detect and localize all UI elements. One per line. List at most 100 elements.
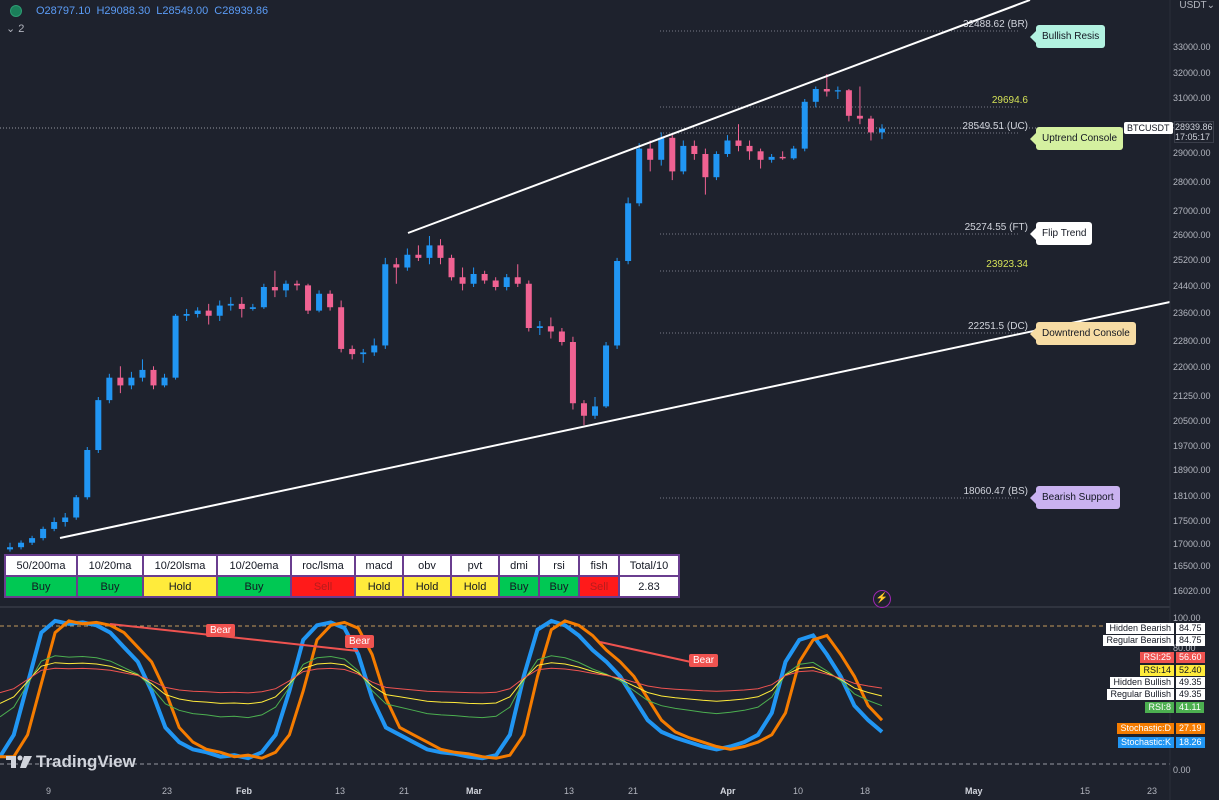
- candle-body: [459, 277, 466, 284]
- bear-label: Bear: [689, 654, 719, 667]
- oscillator-legend-value: 27.19: [1176, 723, 1205, 734]
- level-label: 22251.5 (DC): [967, 321, 1028, 332]
- signal-header-cell: obv: [402, 554, 452, 577]
- candle-body: [227, 303, 234, 306]
- price-axis-label: 32000.00: [1173, 68, 1211, 78]
- candle-body: [536, 326, 543, 328]
- oscillator-legend-name: RSI:14: [1140, 665, 1174, 676]
- price-axis-label: 26000.00: [1173, 230, 1211, 240]
- candle-body: [481, 274, 488, 281]
- time-axis-label: 10: [793, 786, 804, 796]
- time-axis-label: 13: [335, 786, 346, 796]
- signal-value-cell: Hold: [142, 575, 218, 598]
- candle-body: [658, 137, 665, 160]
- candle-body: [592, 406, 599, 416]
- tradingview-brand-text: TradingView: [36, 752, 136, 771]
- candle-body: [547, 326, 554, 332]
- signal-value-cell: Buy: [216, 575, 292, 598]
- candle-body: [503, 277, 510, 287]
- price-axis-label: 24400.00: [1173, 281, 1211, 291]
- upper-trendline[interactable]: [407, 0, 1031, 234]
- time-axis-label: 18: [860, 786, 871, 796]
- signal-header-cell: 50/200ma: [4, 554, 78, 577]
- open-value: O28797.10: [36, 5, 91, 17]
- candle-body: [647, 148, 654, 160]
- signal-value-cell: Sell: [290, 575, 356, 598]
- candle-body: [117, 377, 124, 386]
- candle-body: [360, 352, 367, 355]
- signal-table-header-row: 50/200ma 10/20ma 10/20lsma 10/20ema roc/lsma…: [4, 554, 680, 577]
- level-label: 18060.47 (BS): [963, 486, 1029, 497]
- rsi14-line: [0, 662, 883, 705]
- price-axis-label: 31000.00: [1173, 93, 1211, 103]
- candle-body: [614, 261, 621, 346]
- chevron-down-icon: ⌄: [1206, 0, 1215, 11]
- oscillator-legend-name: Hidden Bullish: [1110, 677, 1174, 688]
- candle-body: [150, 369, 157, 386]
- level-tag: Uptrend Console: [1036, 127, 1124, 150]
- candle-body: [216, 305, 223, 316]
- tradingview-logo-icon: [6, 755, 32, 768]
- candle-body: [713, 154, 720, 178]
- signal-header-cell: 10/20lsma: [142, 554, 218, 577]
- oscillator-legend-value: 49.35: [1176, 689, 1205, 700]
- oscillator-legend-name: Stochastic:K: [1117, 737, 1174, 748]
- time-axis-label: 21: [399, 786, 410, 796]
- price-axis-label: 28000.00: [1173, 177, 1211, 187]
- tradingview-logo[interactable]: TradingView: [6, 752, 136, 772]
- lower-trendline[interactable]: [59, 301, 1171, 539]
- candle-body: [84, 450, 91, 498]
- candle-body: [338, 307, 345, 349]
- candle-body: [580, 403, 587, 416]
- oscillator-axis-label: 100.00: [1173, 613, 1201, 623]
- level-tag: Flip Trend: [1036, 222, 1093, 245]
- oscillator-legend-value: 49.35: [1176, 677, 1205, 688]
- candle-body: [51, 522, 58, 529]
- candle-body: [790, 148, 797, 159]
- price-axis-label: 22800.00: [1173, 336, 1211, 346]
- candle-body: [625, 203, 632, 261]
- candle-body: [172, 315, 179, 378]
- candle-body: [238, 303, 245, 309]
- candle-body: [879, 128, 885, 133]
- candle-body: [724, 140, 731, 154]
- oscillator-legend-value: 84.75: [1176, 623, 1205, 634]
- oscillator-pane: [0, 618, 1170, 765]
- candle-body: [382, 264, 389, 346]
- currency-selector[interactable]: USDT⌄: [1179, 0, 1215, 11]
- candle-body: [62, 517, 69, 522]
- candle-body: [823, 89, 830, 92]
- oscillator-legend-name: RSI:25: [1140, 652, 1174, 663]
- candle-body: [636, 148, 643, 204]
- candle-body: [558, 331, 565, 342]
- candle-body: [470, 274, 477, 284]
- signal-value-cell: Sell: [578, 575, 620, 598]
- signal-value-cell: Hold: [402, 575, 452, 598]
- time-axis-label: Mar: [466, 786, 483, 796]
- time-axis-label: 23: [162, 786, 173, 796]
- price-axis-label: 25200.00: [1173, 255, 1211, 265]
- lightning-icon[interactable]: ⚡: [873, 590, 891, 608]
- signal-table-values-row: Buy Buy Hold Buy Sell Hold Hold Hold Buy Buy Sell 2…: [4, 575, 680, 598]
- candle-body: [415, 254, 422, 258]
- price-axis-label: 16020.00: [1173, 586, 1211, 596]
- candle-body: [426, 245, 433, 258]
- ticker-badge: BTCUSDT: [1124, 122, 1173, 134]
- oscillator-legend-name: Hidden Bearish: [1106, 623, 1174, 634]
- candle-body: [735, 140, 742, 146]
- indicators-toggle[interactable]: ⌄ 2: [6, 22, 24, 35]
- candle-body: [249, 307, 256, 309]
- signal-header-cell: 10/20ma: [76, 554, 144, 577]
- candle-body: [680, 145, 687, 172]
- level-label: 29694.6: [991, 95, 1028, 106]
- oscillator-legend-value: 52.40: [1176, 665, 1205, 676]
- level-label: 23923.34: [986, 259, 1028, 270]
- signal-value-cell: Hold: [354, 575, 404, 598]
- candle-body: [293, 283, 300, 286]
- signal-header-cell: macd: [354, 554, 404, 577]
- candle-body: [856, 115, 863, 119]
- candle-body: [95, 400, 102, 450]
- time-axis-label: 21: [628, 786, 639, 796]
- candle-body: [702, 154, 709, 178]
